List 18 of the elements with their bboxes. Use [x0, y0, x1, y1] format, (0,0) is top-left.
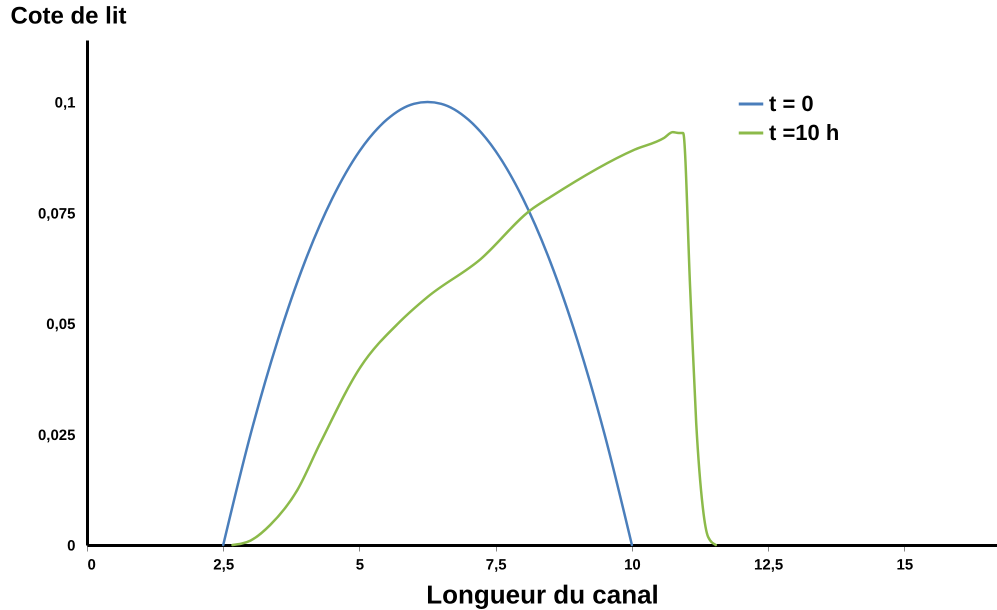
legend-label: t =10 h [769, 120, 840, 145]
x-tick-label: 2,5 [213, 556, 234, 574]
x-tick-label: 10 [624, 556, 641, 574]
y-axis-title: Cote de lit [10, 2, 127, 30]
y-tick-label: 0,05 [46, 316, 76, 334]
x-tick-label: 15 [896, 556, 914, 574]
x-tick-label: 5 [356, 556, 364, 574]
y-tick-label: 0,1 [54, 94, 76, 112]
y-tick-label: 0 [67, 538, 76, 554]
legend-label: t = 0 [769, 91, 814, 116]
line-series [222, 100, 634, 546]
line-series [231, 130, 718, 546]
x-tick-label: 12,5 [754, 556, 784, 574]
x-tick-label: 0 [88, 556, 96, 574]
y-tick-label: 0,025 [38, 426, 76, 444]
x-axis-title: Longueur du canal [426, 580, 659, 610]
x-tick-label: 7,5 [486, 556, 507, 574]
y-tick-label: 0,075 [38, 205, 76, 222]
